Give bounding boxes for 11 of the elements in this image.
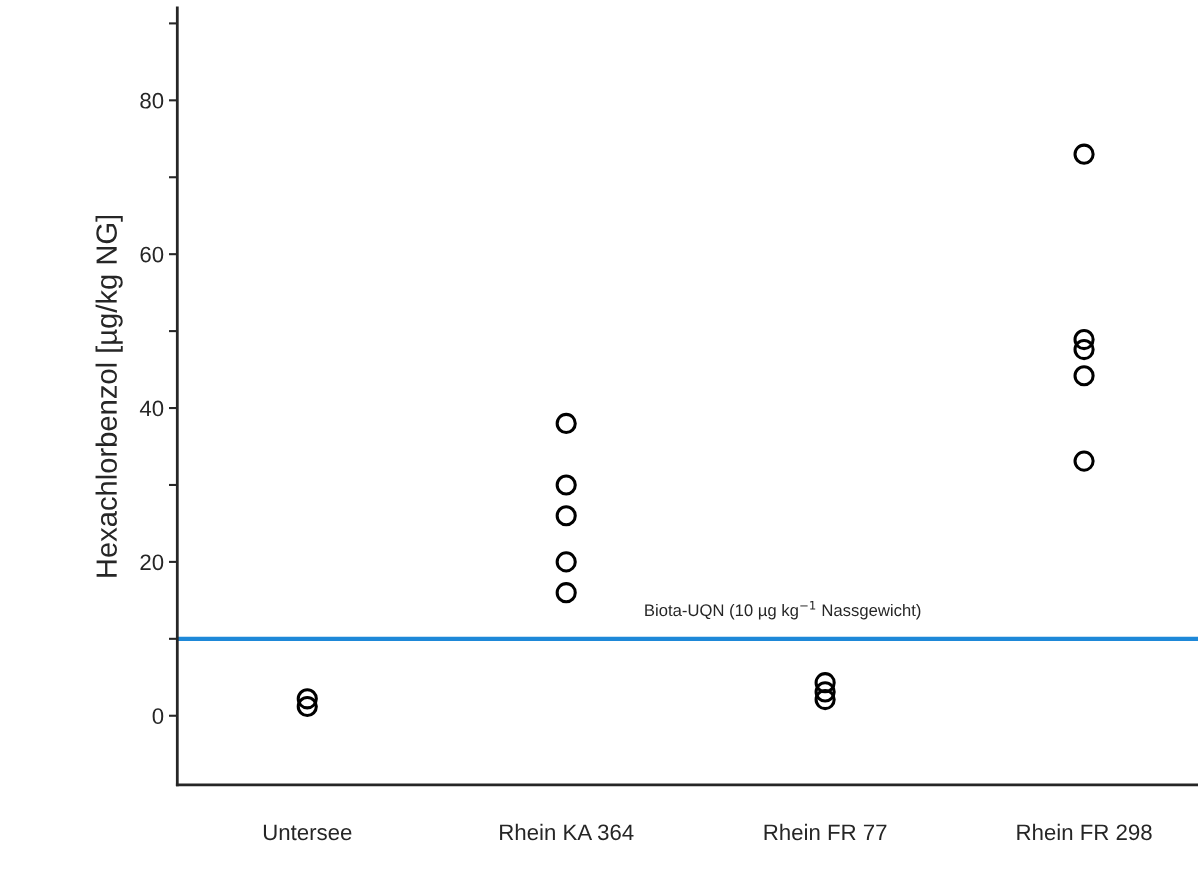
y-tick-label: 20 — [140, 554, 164, 571]
ref-line-label: Biota-UQN (10 µg kg$^{−1}$ Nassgewicht) — [645, 601, 921, 620]
x-tick-label: Rhein KA 364 — [500, 823, 634, 841]
y-axis-title: Hexachlorbenzol [µg/kg NG] — [95, 215, 123, 577]
x-tick-label: Rhein FR 298 — [1017, 823, 1152, 841]
y-tick-label: 80 — [140, 92, 164, 109]
y-tick-label: 0 — [152, 708, 164, 725]
y-tick-label: 40 — [139, 400, 164, 417]
x-tick-label: Untersee — [263, 824, 352, 841]
x-tick-label: Rhein FR 77 — [764, 823, 887, 841]
y-tick-label: 60 — [140, 246, 164, 263]
